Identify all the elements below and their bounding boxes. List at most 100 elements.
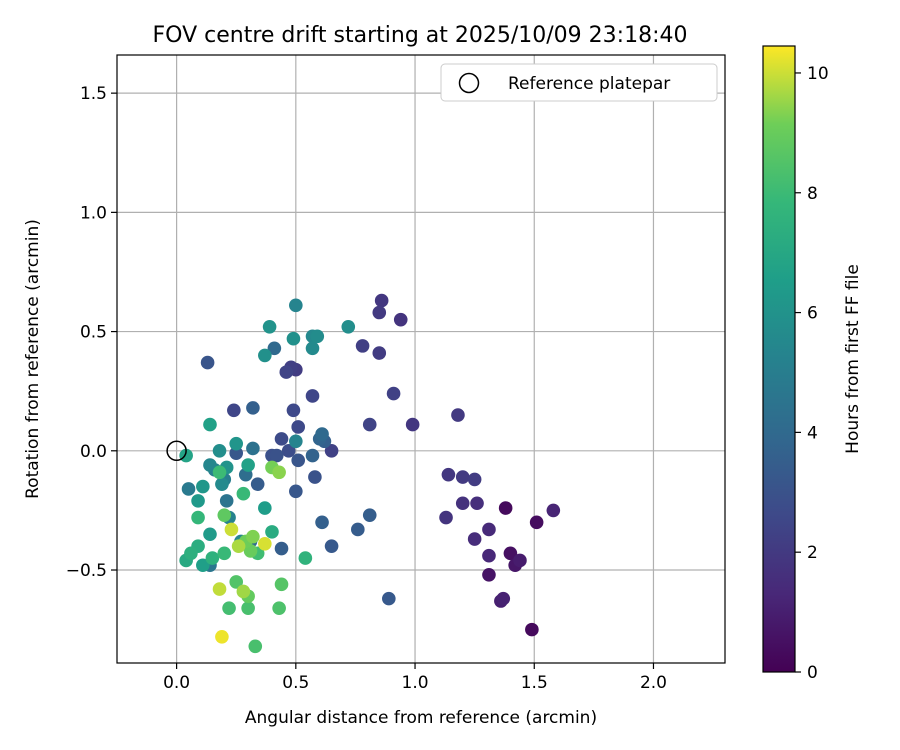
data-point xyxy=(269,448,284,463)
y-tick-label: 0.5 xyxy=(80,323,107,343)
data-point xyxy=(482,522,496,537)
data-point xyxy=(467,532,482,546)
data-point xyxy=(405,417,420,432)
data-point xyxy=(212,582,227,596)
data-point xyxy=(291,420,306,434)
data-point xyxy=(236,584,251,599)
data-point xyxy=(393,312,408,327)
data-point xyxy=(372,346,387,360)
data-point xyxy=(212,465,227,480)
data-point xyxy=(229,446,244,460)
plot-frame xyxy=(116,54,726,664)
data-point xyxy=(181,482,196,496)
data-point xyxy=(286,403,301,418)
chart-title: FOV centre drift starting at 2025/10/09 … xyxy=(153,23,688,48)
data-point xyxy=(289,298,303,313)
data-point xyxy=(250,477,265,491)
data-point xyxy=(258,501,272,515)
data-point xyxy=(246,529,260,544)
legend-reference-marker xyxy=(458,72,480,94)
data-point xyxy=(529,515,544,530)
data-point xyxy=(525,622,539,637)
colorbar-label: Hours from first FF file xyxy=(843,264,863,454)
data-point xyxy=(217,546,232,561)
data-point xyxy=(217,508,232,522)
data-points xyxy=(179,293,561,654)
colorbar-tick-label: 2 xyxy=(807,543,818,563)
colorbar-ticks: 0 2 4 6 8 10 xyxy=(795,64,829,683)
y-tick-label: −0.5 xyxy=(66,561,107,581)
y-axis-ticks: −0.5 0.0 0.5 1.0 1.5 xyxy=(66,84,117,581)
data-point xyxy=(305,448,320,463)
data-point xyxy=(258,536,272,551)
data-point xyxy=(351,522,365,537)
data-point xyxy=(215,629,229,644)
data-point xyxy=(224,522,239,537)
colorbar-tick-label: 6 xyxy=(807,304,818,324)
data-point xyxy=(227,403,241,418)
x-tick-label: 2.0 xyxy=(640,673,667,693)
data-point xyxy=(229,436,244,451)
data-point xyxy=(241,458,255,472)
data-point xyxy=(441,467,456,482)
x-axis-ticks: 0.0 0.5 1.0 1.5 2.0 xyxy=(163,663,667,693)
data-point xyxy=(355,339,370,353)
data-point xyxy=(386,386,401,401)
colorbar-tick-label: 8 xyxy=(807,184,818,204)
data-point xyxy=(341,320,356,334)
data-point xyxy=(286,331,301,346)
data-point xyxy=(184,546,198,561)
data-point xyxy=(498,501,513,515)
data-point xyxy=(229,575,244,589)
data-point xyxy=(439,510,453,525)
data-point xyxy=(203,458,217,472)
data-point xyxy=(196,479,210,494)
data-point xyxy=(470,496,484,511)
data-point xyxy=(382,591,396,606)
legend-entry-label: Reference platepar xyxy=(508,74,670,94)
data-point xyxy=(298,551,313,565)
data-point xyxy=(362,417,377,432)
data-point xyxy=(258,348,272,363)
data-point xyxy=(200,355,215,370)
data-point xyxy=(315,515,329,530)
data-point xyxy=(289,434,303,449)
y-axis-label: Rotation from reference (arcmin) xyxy=(23,219,43,499)
legend-box xyxy=(440,63,718,102)
data-point xyxy=(305,389,320,403)
colorbar xyxy=(762,45,796,673)
data-point xyxy=(324,539,339,553)
colorbar-tick-label: 4 xyxy=(807,423,818,443)
y-tick-label: 1.5 xyxy=(80,84,107,104)
data-point xyxy=(248,639,263,654)
colorbar-tick-label: 0 xyxy=(807,663,818,683)
data-point xyxy=(222,601,236,615)
data-point xyxy=(203,417,217,432)
data-point xyxy=(241,601,255,615)
x-tick-label: 1.5 xyxy=(521,673,548,693)
data-point xyxy=(374,293,389,308)
data-point xyxy=(513,553,527,568)
data-point xyxy=(274,432,289,446)
legend: Reference platepar xyxy=(440,63,718,102)
data-point xyxy=(455,470,470,484)
data-point xyxy=(291,453,306,468)
data-point xyxy=(274,577,289,592)
data-point xyxy=(205,551,220,565)
data-point xyxy=(272,601,286,615)
data-point xyxy=(482,548,496,563)
x-axis-label: Angular distance from reference (arcmin) xyxy=(245,708,597,728)
data-point xyxy=(246,401,260,415)
data-point xyxy=(212,443,227,458)
data-point xyxy=(546,503,561,518)
data-point xyxy=(281,443,296,458)
data-point xyxy=(496,591,511,606)
x-tick-label: 0.5 xyxy=(282,673,309,693)
data-point xyxy=(219,494,234,508)
data-point xyxy=(196,558,210,573)
data-point xyxy=(482,567,496,582)
x-tick-label: 1.0 xyxy=(402,673,429,693)
data-point xyxy=(324,443,339,458)
